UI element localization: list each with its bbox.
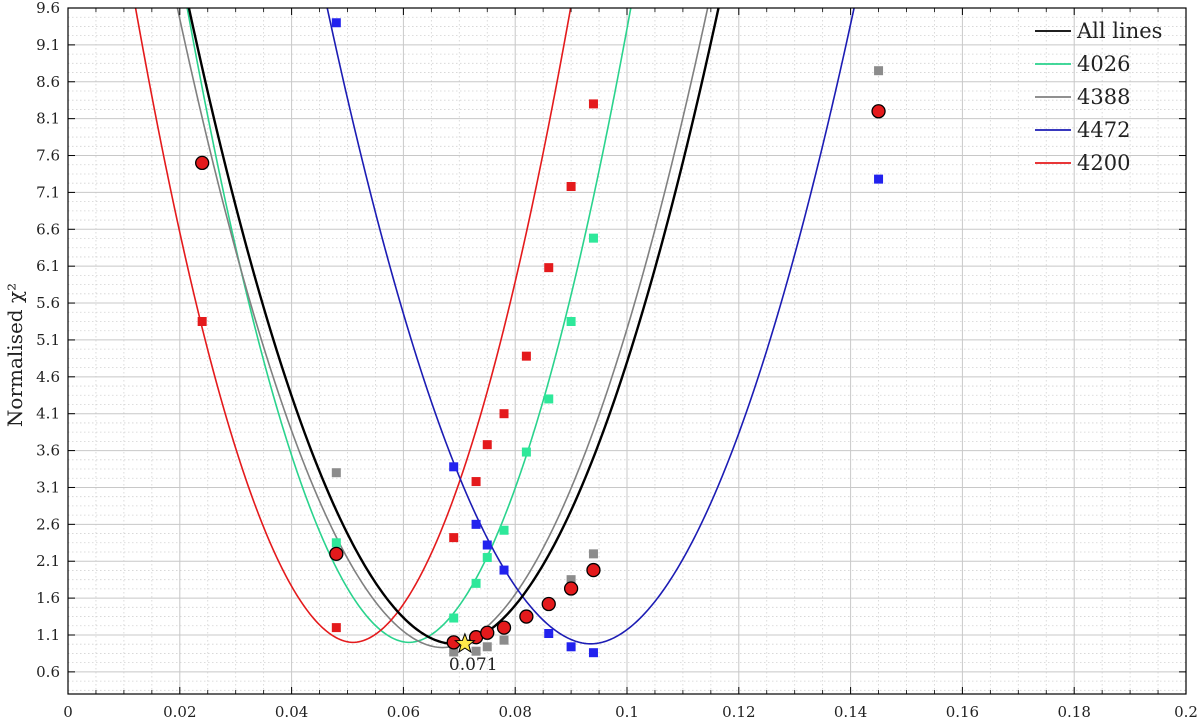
data-point-4200	[331, 623, 341, 633]
data-point-all-lines	[586, 562, 601, 578]
y-tick-label: 4.1	[36, 405, 60, 423]
data-point-all-lines	[519, 609, 534, 624]
y-tick-label: 7.6	[36, 147, 60, 165]
data-point-4200	[544, 263, 554, 273]
data-point-4026	[449, 613, 459, 623]
best-fit-star-icon	[454, 632, 476, 654]
data-point-4472	[588, 648, 598, 658]
best-fit-label: 0.071	[449, 655, 498, 675]
y-tick-label: 3.1	[36, 478, 60, 496]
x-tick-label: 0.18	[1057, 703, 1090, 721]
y-tick-label: 6.1	[36, 257, 60, 275]
y-tick-label: 9.6	[36, 0, 60, 17]
data-point-4472	[449, 462, 459, 472]
data-point-4200	[521, 351, 531, 361]
data-point-4472	[499, 565, 509, 575]
data-point-4472	[482, 540, 492, 550]
data-point-4026	[331, 538, 341, 548]
legend-label: 4200	[1077, 151, 1130, 175]
legend-label: 4472	[1077, 118, 1130, 142]
data-point-4200	[566, 182, 576, 192]
fit-curve-4026	[186, 8, 632, 644]
fit-curves	[134, 8, 855, 649]
data-point-all-lines	[496, 620, 512, 635]
data-point-4472	[566, 642, 576, 652]
x-tick-label: 0.04	[275, 703, 308, 721]
x-tick-label: 0.1	[615, 703, 639, 721]
data-point-4388	[471, 646, 481, 656]
data-point-4026	[588, 233, 598, 243]
data-point-all-lines	[563, 581, 579, 596]
legend-label: All lines	[1076, 19, 1162, 43]
data-point-all-lines	[329, 546, 344, 561]
y-tick-label: 8.1	[36, 110, 60, 128]
y-tick-label: 8.6	[36, 73, 60, 91]
data-point-4472	[471, 519, 481, 529]
x-tick-label: 0.08	[498, 703, 531, 721]
data-point-4388	[449, 647, 459, 657]
y-tick-label: 3.6	[36, 442, 60, 460]
data-point-4388	[566, 575, 576, 585]
data-point-4472	[331, 18, 341, 28]
fit-curve-4472	[326, 8, 855, 645]
y-tick-label: 1.1	[36, 626, 60, 644]
data-point-4200	[499, 409, 509, 419]
x-tick-label: 0.14	[834, 703, 867, 721]
fit-curve-4388	[176, 8, 709, 649]
data-point-4026	[499, 525, 509, 535]
y-tick-label: 4.6	[36, 368, 60, 386]
data-point-4472	[874, 174, 884, 184]
y-tick-label: 9.1	[36, 36, 60, 54]
y-tick-label: 2.1	[36, 552, 60, 570]
data-points: 0.071	[195, 18, 886, 675]
x-tick-label: 0.12	[722, 703, 755, 721]
y-tick-label: 5.1	[36, 331, 60, 349]
data-point-4200	[197, 316, 207, 326]
data-point-all-lines	[195, 155, 210, 171]
y-tick-label: 5.6	[36, 294, 60, 312]
x-tick-label: 0.02	[163, 703, 196, 721]
axes: 0 0.02 0.04 0.06 0.08 0.1 0.12 0.14 0.16 0.18 0.2 0…	[36, 0, 1198, 721]
x-tick-label: 0	[63, 703, 73, 721]
x-tick-label: 0.16	[946, 703, 979, 721]
y-axis-label: Normalised χ²	[3, 283, 27, 427]
fit-curve-4200	[134, 8, 572, 644]
data-point-all-lines	[871, 104, 886, 119]
data-point-4388	[874, 66, 884, 76]
y-tick-label: 7.1	[36, 183, 60, 201]
y-tick-label: 0.6	[36, 663, 60, 681]
data-point-4200	[449, 533, 459, 543]
x-tick-label: 0.06	[387, 703, 420, 721]
data-point-4388	[499, 635, 509, 645]
grid	[67, 7, 1187, 694]
data-point-4026	[521, 447, 531, 457]
data-point-4026	[482, 553, 492, 563]
y-tick-label: 6.6	[36, 220, 60, 238]
data-point-all-lines	[541, 596, 556, 612]
y-tick-label: 1.6	[36, 589, 60, 607]
data-point-4026	[471, 578, 481, 588]
legend-label: 4026	[1077, 52, 1130, 76]
data-point-4200	[482, 440, 492, 450]
legend-label: 4388	[1077, 85, 1130, 109]
data-point-4388	[331, 468, 341, 478]
data-point-4388	[588, 549, 598, 559]
data-point-4472	[544, 629, 554, 639]
y-tick-label: 2.6	[36, 515, 60, 533]
legend: All lines 4026 4388 4472 4200	[1035, 19, 1162, 175]
x-tick-label: 0.2	[1174, 703, 1198, 721]
data-point-4026	[566, 316, 576, 326]
data-point-all-lines	[480, 625, 495, 640]
data-point-4200	[588, 99, 598, 109]
data-point-4200	[471, 477, 481, 487]
data-point-4388	[482, 642, 492, 652]
data-point-4026	[544, 394, 554, 404]
